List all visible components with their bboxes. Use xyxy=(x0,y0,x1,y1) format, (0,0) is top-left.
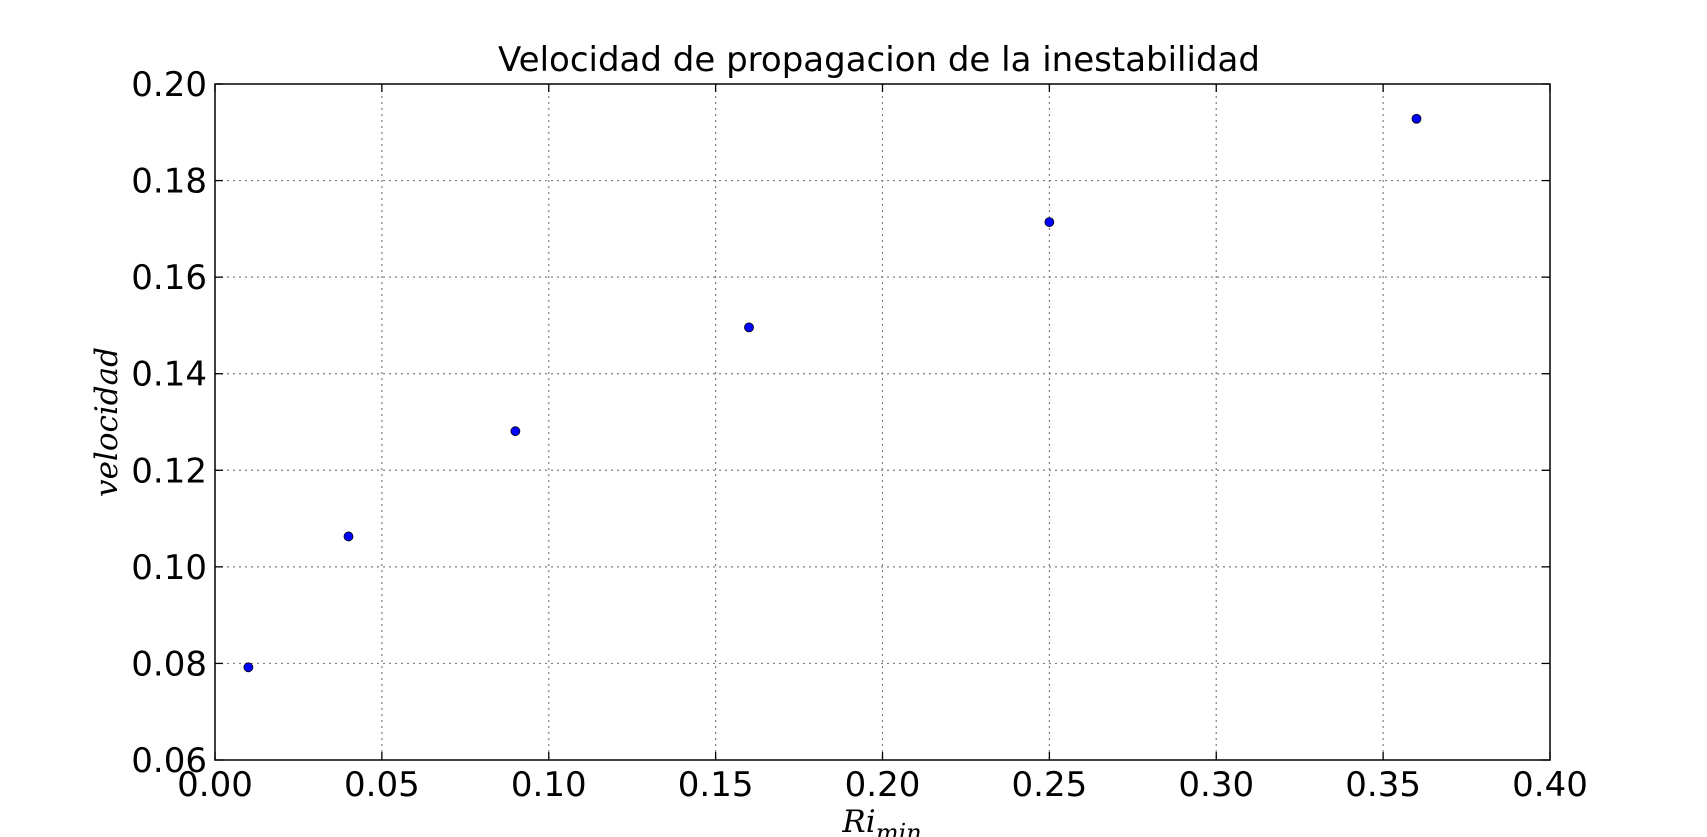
y-tick-label: 0.14 xyxy=(131,355,207,395)
y-tick-label: 0.08 xyxy=(131,644,207,684)
y-tick-label: 0.16 xyxy=(131,258,207,298)
data-point xyxy=(510,426,521,437)
x-axis-label-subscript: min xyxy=(876,819,922,837)
y-axis-label: velocidad xyxy=(89,347,125,497)
x-tick-label: 0.25 xyxy=(1012,765,1088,805)
chart-title: Velocidad de propagacion de la inestabil… xyxy=(498,40,1260,80)
y-tick-label: 0.18 xyxy=(131,162,207,202)
data-point xyxy=(343,531,354,542)
data-point xyxy=(1044,217,1055,227)
y-tick-label: 0.12 xyxy=(131,451,207,491)
x-tick-label: 0.40 xyxy=(1512,765,1588,805)
y-tick-labels: 0.06 0.08 0.10 0.12 0.14 0.16 0.18 0.20 xyxy=(131,65,207,781)
grid xyxy=(215,84,1550,760)
data-points xyxy=(243,113,1422,673)
data-point xyxy=(1411,113,1422,124)
y-tick-label: 0.06 xyxy=(131,741,207,781)
x-tick-label: 0.05 xyxy=(344,765,420,805)
x-tick-label: 0.20 xyxy=(845,765,921,805)
x-tick-label: 0.35 xyxy=(1345,765,1421,805)
x-tick-label: 0.30 xyxy=(1178,765,1254,805)
data-point xyxy=(744,322,754,333)
y-tick-label: 0.20 xyxy=(131,65,207,105)
x-tick-label: 0.00 xyxy=(177,765,253,805)
ticks xyxy=(214,83,1551,761)
data-point xyxy=(243,662,254,673)
x-tick-label: 0.15 xyxy=(678,765,754,805)
y-tick-label: 0.10 xyxy=(131,548,207,588)
x-axis-label: Rimin xyxy=(841,804,921,837)
x-axis-label-main: Ri xyxy=(841,804,875,837)
x-tick-label: 0.10 xyxy=(511,765,587,805)
x-tick-labels: 0.00 0.05 0.10 0.15 0.20 0.25 0.30 0.35 0.40 xyxy=(177,765,1588,805)
